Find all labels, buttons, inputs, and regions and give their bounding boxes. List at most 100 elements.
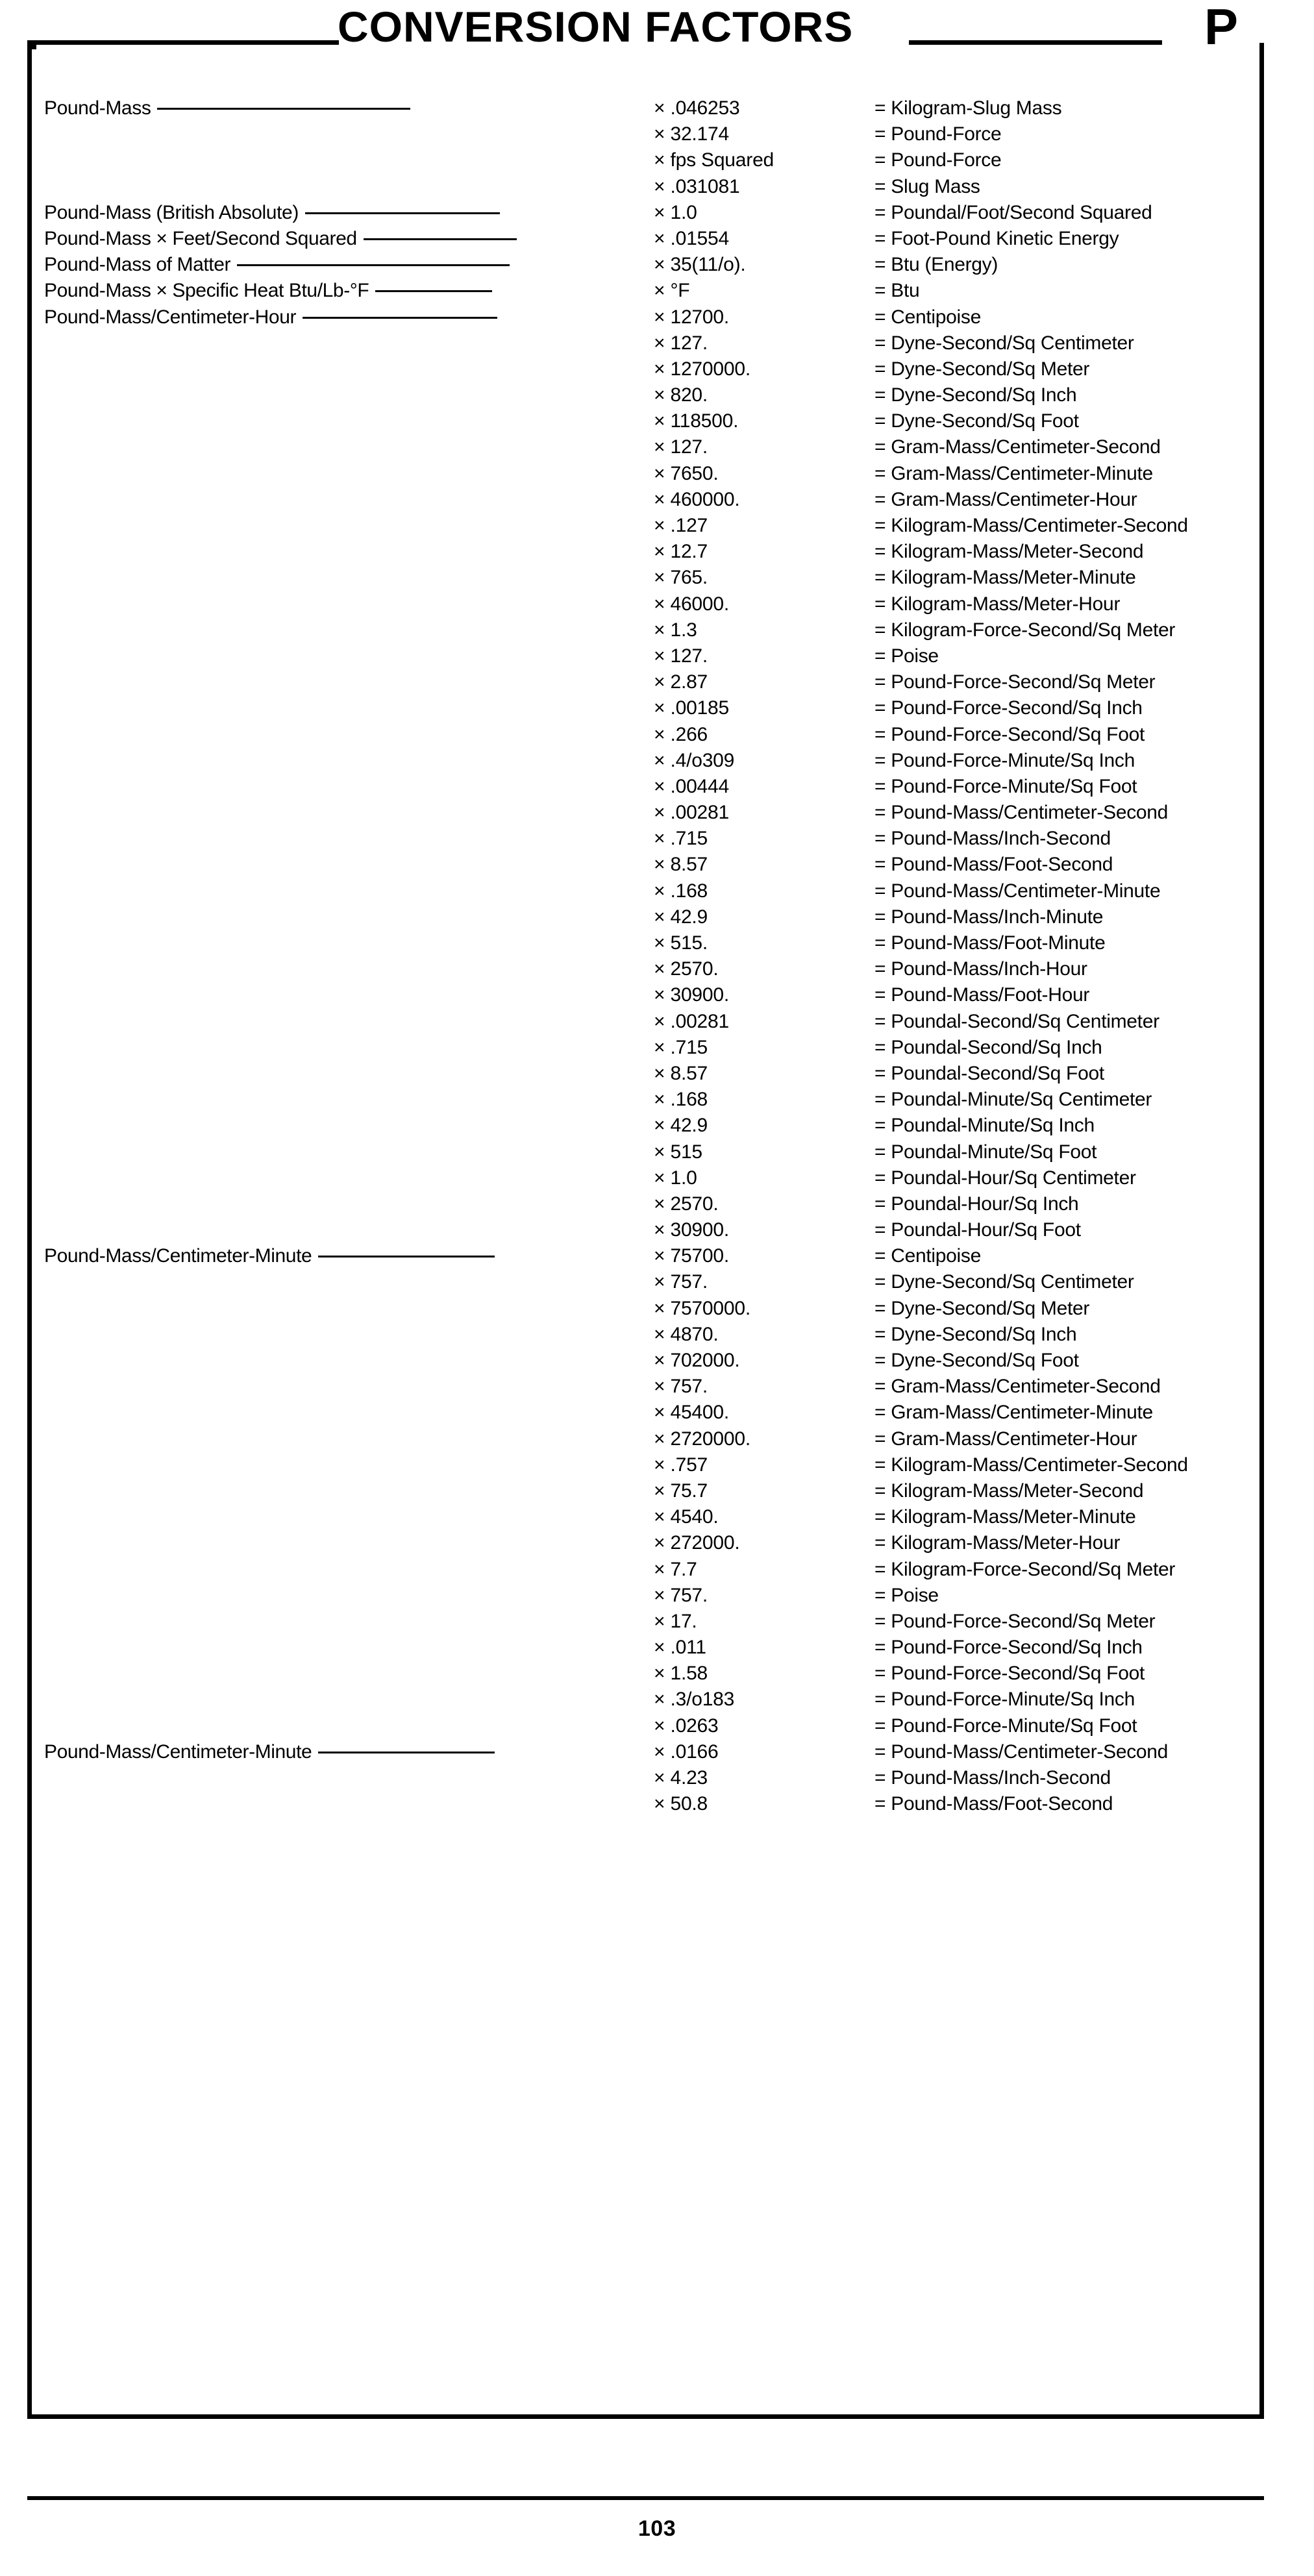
unit-label-cell <box>44 1611 628 1633</box>
multiplier-value: × 272000. <box>654 1532 740 1554</box>
unit-label-cell <box>44 1532 628 1554</box>
table-row: × 42.9 = Poundal-Minute/Sq Inch <box>27 1115 1264 1141</box>
multiplier-value: × 702000. <box>654 1350 740 1371</box>
result-unit: = Pound-Mass/Inch-Minute <box>874 906 1104 928</box>
result-unit: = Pound-Mass/Centimeter-Second <box>874 802 1169 824</box>
table-row: Pound-Mass (British Absolute) × 1.0 = Poun… <box>27 202 1264 228</box>
table-row: × 702000. = Dyne-Second/Sq Foot <box>27 1350 1264 1376</box>
page-header: CONVERSION FACTORS P <box>0 0 1314 62</box>
table-row: × 7.7 = Kilogram-Force-Second/Sq Meter <box>27 1559 1264 1585</box>
table-row: × 1270000. = Dyne-Second/Sq Meter <box>27 358 1264 384</box>
result-unit: = Poundal-Hour/Sq Inch <box>874 1193 1079 1215</box>
multiplier-value: × .3/o183 <box>654 1689 735 1711</box>
unit-label-cell <box>44 149 628 171</box>
unit-label-cell <box>44 645 628 667</box>
unit-label-cell <box>44 567 628 589</box>
unit-label: Pound-Mass/Centimeter-Minute <box>44 1245 312 1267</box>
multiplier-value: × 127. <box>654 332 708 354</box>
unit-label-cell: Pound-Mass × Specific Heat Btu/Lb-°F <box>44 280 628 302</box>
result-unit: = Pound-Mass/Inch-Second <box>874 828 1111 850</box>
multiplier-value: × 30900. <box>654 1219 730 1241</box>
multiplier-value: × 4.23 <box>654 1767 708 1789</box>
unit-label-cell <box>44 515 628 537</box>
unit-label-cell <box>44 410 628 432</box>
result-unit: = Pound-Force-Second/Sq Meter <box>874 1610 1156 1632</box>
table-row: Pound-Mass × Specific Heat Btu/Lb-°F × °F… <box>27 280 1264 306</box>
table-row: × 42.9 = Pound-Mass/Inch-Minute <box>27 906 1264 932</box>
table-row: × 32.174 = Pound-Force <box>27 123 1264 149</box>
multiplier-value: × .715 <box>654 1036 708 1058</box>
result-unit: = Poundal-Minute/Sq Foot <box>874 1141 1097 1163</box>
unit-label: Pound-Mass of Matter <box>44 254 231 276</box>
result-unit: = Dyne-Second/Sq Centimeter <box>874 332 1134 354</box>
result-unit: = Gram-Mass/Centimeter-Minute <box>874 1402 1153 1424</box>
result-unit: = Poundal-Second/Sq Inch <box>874 1036 1102 1058</box>
table-row: × .00444 = Pound-Force-Minute/Sq Foot <box>27 776 1264 802</box>
result-unit: = Kilogram-Mass/Centimeter-Second <box>874 1454 1188 1476</box>
result-unit: = Kilogram-Mass/Meter-Hour <box>874 593 1121 615</box>
table-row: × 757. = Dyne-Second/Sq Centimeter <box>27 1271 1264 1297</box>
result-unit: = Pound-Force-Minute/Sq Inch <box>874 749 1135 771</box>
multiplier-value: × .0166 <box>654 1740 719 1763</box>
unit-label-cell <box>44 619 628 641</box>
table-row: × 30900. = Pound-Mass/Foot-Hour <box>27 984 1264 1010</box>
table-row: × 2570. = Poundal-Hour/Sq Inch <box>27 1193 1264 1219</box>
table-row: × 12.7 = Kilogram-Mass/Meter-Second <box>27 541 1264 567</box>
table-row: × 272000. = Kilogram-Mass/Meter-Hour <box>27 1532 1264 1558</box>
unit-label-cell <box>44 123 628 145</box>
result-unit: = Poundal/Foot/Second Squared <box>874 201 1152 223</box>
unit-label-cell <box>44 802 628 824</box>
multiplier-value: × .00281 <box>654 1010 730 1032</box>
unit-label-cell <box>44 1689 628 1711</box>
unit-label: Pound-Mass × Feet/Second Squared <box>44 227 357 249</box>
unit-label: Pound-Mass/Centimeter-Hour <box>44 306 297 328</box>
multiplier-value: × 757. <box>654 1584 708 1606</box>
result-unit: = Dyne-Second/Sq Meter <box>874 358 1090 380</box>
unit-label-cell <box>44 880 628 902</box>
result-unit: = Centipoise <box>874 1245 982 1267</box>
table-row: × .715 = Poundal-Second/Sq Inch <box>27 1037 1264 1063</box>
unit-label-cell <box>44 384 628 406</box>
leader-rule <box>303 316 498 319</box>
unit-label-cell <box>44 828 628 850</box>
unit-label-cell <box>44 1271 628 1293</box>
unit-label-cell <box>44 1037 628 1059</box>
result-unit: = Dyne-Second/Sq Centimeter <box>874 1271 1134 1293</box>
table-row: × 1.3 = Kilogram-Force-Second/Sq Meter <box>27 619 1264 645</box>
result-unit: = Pound-Force <box>874 123 1002 145</box>
unit-label-cell <box>44 1506 628 1528</box>
unit-label-cell <box>44 1402 628 1424</box>
unit-label-cell <box>44 724 628 746</box>
unit-label-cell: Pound-Mass/Centimeter-Minute <box>44 1245 628 1267</box>
multiplier-value: × 17. <box>654 1610 697 1632</box>
unit-label-cell <box>44 1324 628 1346</box>
unit-label-cell <box>44 1141 628 1163</box>
table-row: × .4/o309 = Pound-Force-Minute/Sq Inch <box>27 750 1264 776</box>
multiplier-value: × 4870. <box>654 1323 719 1345</box>
leader-rule <box>363 238 517 240</box>
multiplier-value: × .715 <box>654 828 708 850</box>
result-unit: = Kilogram-Force-Second/Sq Meter <box>874 1558 1176 1580</box>
table-row: × 515 = Poundal-Minute/Sq Foot <box>27 1141 1264 1167</box>
table-row: × 127. = Dyne-Second/Sq Centimeter <box>27 332 1264 358</box>
table-row: × 757. = Poise <box>27 1585 1264 1611</box>
multiplier-value: × 7570000. <box>654 1297 750 1319</box>
result-unit: = Poise <box>874 1584 939 1606</box>
table-row: × 765. = Kilogram-Mass/Meter-Minute <box>27 567 1264 593</box>
page-number: 103 <box>638 2516 676 2541</box>
table-row: × 46000. = Kilogram-Mass/Meter-Hour <box>27 593 1264 619</box>
table-row: × 30900. = Poundal-Hour/Sq Foot <box>27 1219 1264 1245</box>
leader-rule <box>157 108 411 110</box>
multiplier-value: × 8.57 <box>654 854 708 876</box>
table-row: × 118500. = Dyne-Second/Sq Foot <box>27 410 1264 436</box>
table-row: × .127 = Kilogram-Mass/Centimeter-Second <box>27 515 1264 541</box>
table-row: Pound-Mass/Centimeter-Minute × .0166 = Pou… <box>27 1741 1264 1767</box>
multiplier-value: × .00185 <box>654 697 730 719</box>
multiplier-value: × .168 <box>654 1089 708 1111</box>
table-row: × 7650. = Gram-Mass/Centimeter-Minute <box>27 463 1264 489</box>
leader-rule <box>375 290 493 293</box>
multiplier-value: × .168 <box>654 880 708 902</box>
result-unit: = Btu <box>874 280 920 302</box>
table-row: × 515. = Pound-Mass/Foot-Minute <box>27 932 1264 958</box>
multiplier-value: × 7650. <box>654 462 719 484</box>
